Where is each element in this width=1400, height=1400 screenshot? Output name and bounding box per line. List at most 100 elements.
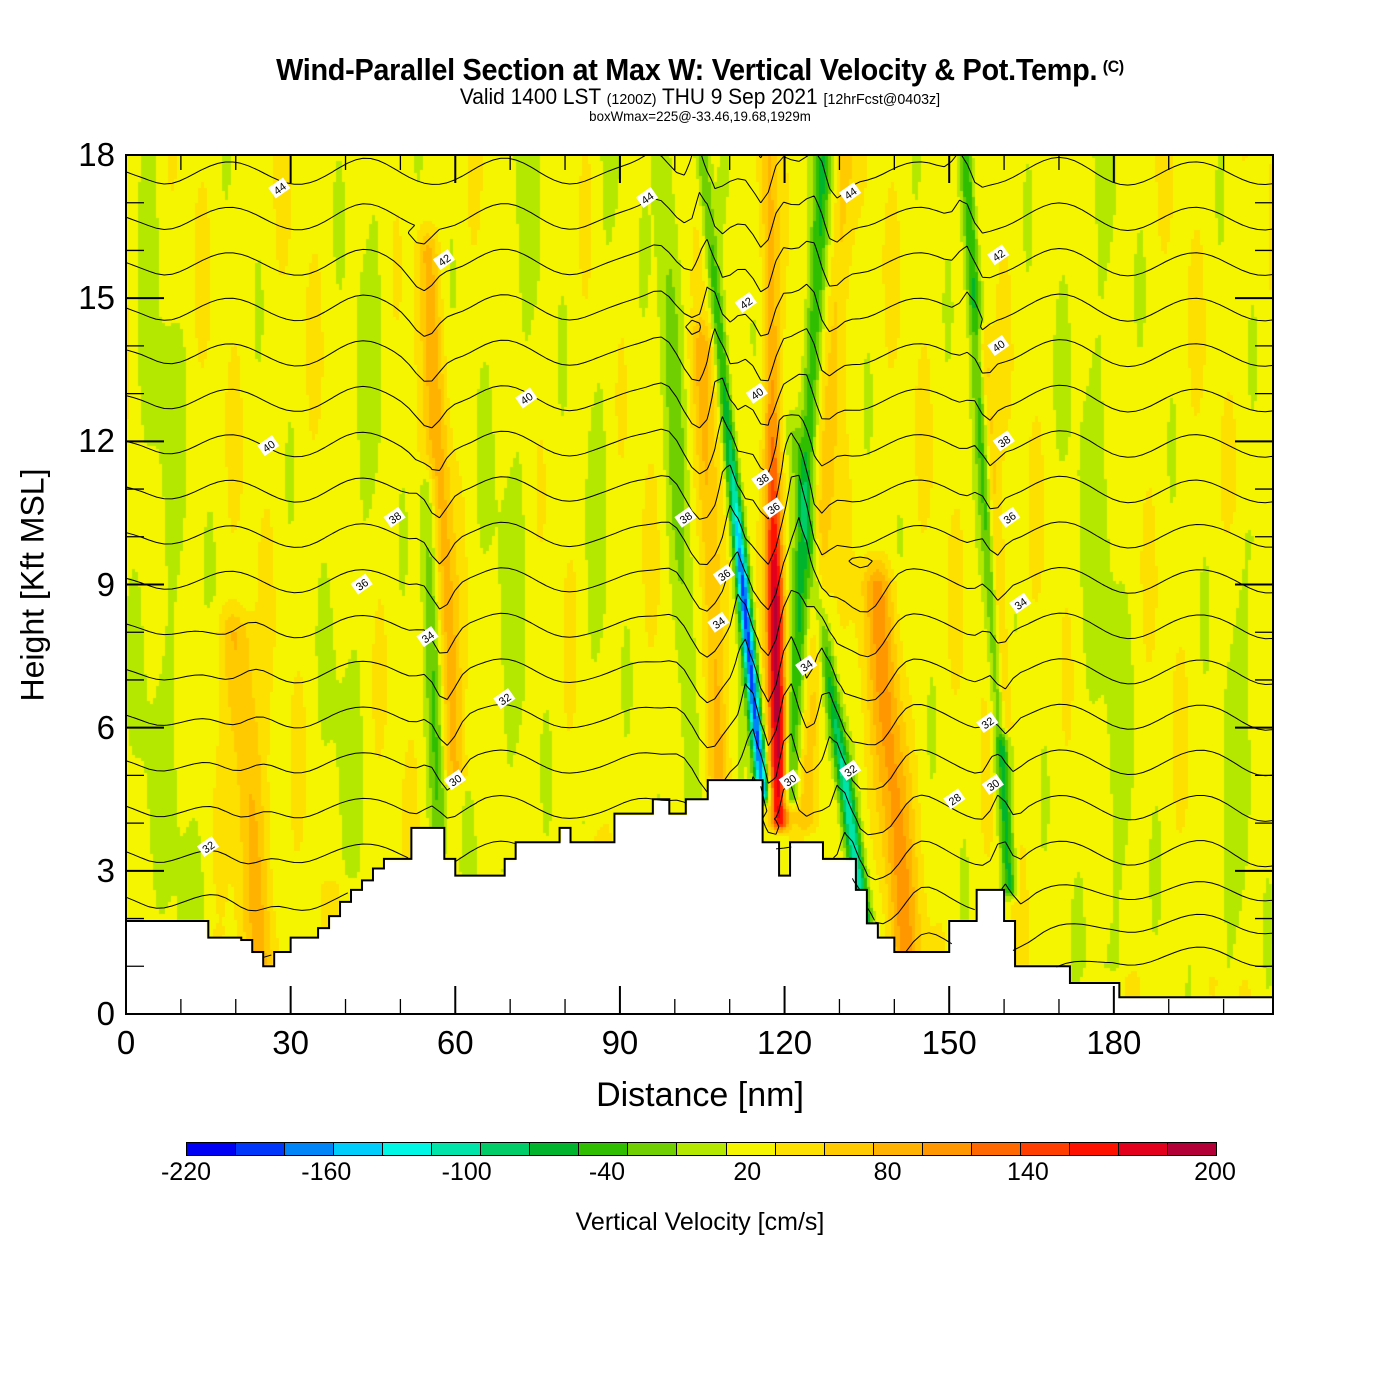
contour-label: 36 (998, 506, 1021, 528)
contour-label-text: 40 (519, 391, 536, 408)
contour-label: 30 (778, 769, 801, 791)
contour-label-text: 34 (711, 615, 728, 632)
contour-label-bg (839, 182, 862, 204)
theta-contour-37 (125, 432, 1274, 520)
contour-label-text: 30 (447, 773, 464, 790)
valid-utc-time: (1200Z) (606, 91, 657, 108)
colorbar-bin (530, 1143, 580, 1155)
contour-label: 30 (981, 774, 1004, 796)
y-tick-label: 9 (96, 565, 115, 603)
colorbar-tick-label: 80 (873, 1158, 902, 1186)
contour-label-text: 34 (799, 658, 816, 675)
y-tick-label: 15 (78, 279, 115, 317)
colorbar-tick-label: -160 (301, 1158, 352, 1186)
theta-contour-42 (125, 239, 1274, 293)
contour-label-bg (350, 573, 373, 595)
contour-label-text: 42 (436, 252, 453, 269)
contour-label-text: 40 (991, 338, 1008, 355)
contour-label-text: 40 (749, 386, 766, 403)
contour-label-text: 32 (843, 763, 860, 780)
contour-label-text: 40 (261, 438, 278, 455)
contour-label-text: 36 (354, 577, 371, 594)
contour-label-bg (795, 654, 818, 676)
contour-label: 34 (416, 626, 439, 648)
theta-contour-30 (125, 776, 1274, 836)
contour-label-text: 36 (766, 501, 783, 518)
terrain-outline (126, 779, 1273, 999)
colorbar-tick-label: 200 (1194, 1158, 1236, 1186)
contour-label-text: 32 (497, 691, 514, 708)
theta-contour-35 (125, 517, 1274, 613)
valid-local-time: Valid 1400 LST (459, 84, 601, 109)
theta-contour-39 (125, 373, 1274, 429)
contour-label-text: 30 (782, 773, 799, 790)
y-tick-label: 18 (78, 136, 115, 173)
contour-label-bg (707, 611, 730, 633)
x-tick-label: 120 (757, 1024, 813, 1061)
colorbar-bin (383, 1143, 433, 1155)
x-axis-label-text: Distance [nm] (596, 1076, 804, 1114)
colorbar-tick-label: 20 (733, 1158, 762, 1186)
contour-label-bg (751, 468, 774, 490)
forecast-info: [12hrFcst@0403z] (823, 91, 941, 108)
colorbar-bin (1167, 1143, 1216, 1155)
contour-label-bg (734, 292, 757, 314)
colorbar-tick-label: -40 (588, 1158, 626, 1186)
contour-label: 42 (432, 249, 456, 271)
colorbar-bin (236, 1143, 286, 1155)
contour-label: 44 (839, 182, 862, 204)
contour-label-bg (416, 626, 439, 648)
colorbar-tick-label: 140 (1007, 1158, 1049, 1186)
theta-contour-27 (263, 913, 1274, 958)
x-tick-label: 90 (601, 1024, 639, 1061)
contour-label-bg (992, 430, 1015, 452)
contour-label-bg (998, 506, 1021, 528)
theta-contour-36 (125, 474, 1273, 569)
contour-label-bg (432, 249, 456, 271)
contour-label-bg (943, 788, 966, 810)
colorbar-bin (775, 1143, 825, 1155)
contour-label: 40 (515, 387, 538, 409)
contour-label-text: 38 (755, 472, 772, 489)
contour-label: 40 (987, 334, 1010, 356)
colorbar-bin (187, 1143, 237, 1155)
contour-label-text: 38 (387, 510, 404, 527)
contour-label: 32 (839, 759, 862, 781)
contour-label-bg (257, 435, 280, 457)
contour-label-bg (635, 187, 659, 209)
x-tick-label: 150 (921, 1024, 977, 1061)
contour-label: 28 (943, 788, 966, 810)
theta-contour-44 (125, 154, 1274, 204)
contour-label: 38 (751, 468, 774, 490)
colorbar-title-text: Vertical Velocity [cm/s] (575, 1208, 825, 1236)
contour-label-bg (745, 382, 768, 404)
x-tick-label: 180 (1086, 1024, 1142, 1061)
theta-contour-34 (125, 589, 1274, 658)
contour-label-bg (268, 177, 291, 199)
contour-label-text: 36 (1002, 510, 1019, 527)
colorbar-bin (873, 1143, 923, 1155)
theta-contour-31 (125, 728, 1274, 793)
colorbar-title: Vertical Velocity [cm/s] (0, 1208, 1400, 1237)
contour-label-text: 42 (991, 248, 1008, 265)
theta-contour-33 (125, 636, 1274, 704)
colorbar-bin (285, 1143, 335, 1155)
contour-label: 34 (707, 611, 730, 633)
contour-label: 36 (712, 564, 736, 586)
contour-label-bg (196, 836, 220, 858)
contour-label-text: 32 (980, 715, 997, 732)
contour-label-bg (976, 711, 999, 733)
contour-label-bg (778, 769, 801, 791)
x-tick-label: 30 (272, 1024, 309, 1061)
contour-label-text: 44 (639, 190, 656, 207)
theta-contour-40 (125, 328, 1274, 382)
x-tick-label: 60 (436, 1024, 474, 1061)
colorbar-bin (922, 1143, 972, 1155)
contour-label-bg (987, 334, 1010, 356)
colorbar-bin (432, 1143, 482, 1155)
contour-label-bg (762, 497, 785, 519)
theta-contour-41 (125, 283, 1274, 337)
colorbar-bin (971, 1143, 1021, 1155)
contour-label-text: 30 (985, 777, 1002, 794)
vertical-velocity-field (126, 155, 1273, 1014)
